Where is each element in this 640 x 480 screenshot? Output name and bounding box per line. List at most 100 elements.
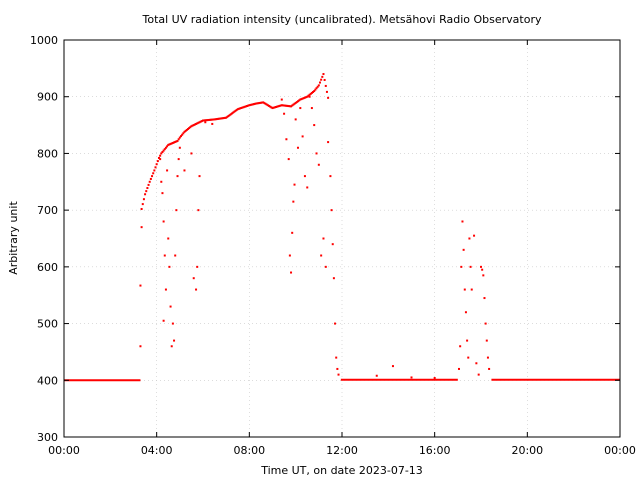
- scatter-point: [464, 311, 467, 314]
- envelope-point: [224, 116, 227, 119]
- envelope-point: [316, 85, 319, 88]
- envelope-point: [157, 156, 160, 159]
- scatter-point: [176, 175, 179, 178]
- scatter-point: [433, 377, 436, 380]
- envelope-point: [292, 103, 295, 106]
- scatter-point: [336, 367, 339, 370]
- envelope-point: [294, 101, 297, 104]
- envelope-point: [241, 106, 244, 109]
- envelope-point: [314, 88, 317, 91]
- envelope-point: [140, 208, 143, 211]
- x-tick-label: 00:00: [48, 444, 80, 457]
- scatter-point: [460, 265, 463, 268]
- envelope-point: [235, 109, 238, 112]
- axis-ticks: 00:00 04:00 08:00 12:00 16:00 20:00 00:0030040…: [30, 34, 636, 457]
- envelope-point: [249, 103, 252, 106]
- x-tick-label: 08:00: [233, 444, 265, 457]
- envelope-point: [272, 106, 275, 109]
- scatter-point: [322, 237, 325, 240]
- scatter-point: [332, 277, 335, 280]
- envelope-point: [300, 98, 303, 101]
- envelope-point: [280, 104, 283, 107]
- scatter-point: [174, 254, 177, 257]
- envelope-point: [306, 95, 309, 98]
- scatter-point: [159, 158, 162, 161]
- grid: [64, 40, 620, 437]
- envelope-point: [179, 135, 182, 138]
- envelope-point: [170, 142, 173, 145]
- envelope-point: [162, 149, 165, 152]
- envelope-point: [268, 104, 271, 107]
- envelope-point: [248, 104, 251, 107]
- envelope-point: [183, 130, 186, 133]
- envelope-point: [192, 124, 195, 127]
- scatter-point: [306, 186, 309, 189]
- scatter-point: [139, 345, 142, 348]
- envelope-point: [204, 119, 207, 122]
- envelope-point: [181, 133, 184, 136]
- scatter-point: [410, 376, 413, 379]
- envelope-point: [164, 146, 167, 149]
- envelope-point: [244, 105, 247, 108]
- scatter-point: [459, 345, 462, 348]
- envelope-point: [206, 119, 209, 122]
- envelope-point: [142, 198, 145, 201]
- envelope-point: [251, 103, 254, 106]
- envelope-point: [230, 112, 233, 115]
- envelope-point: [259, 101, 262, 104]
- data-points: [64, 73, 620, 382]
- envelope-point: [215, 118, 218, 121]
- scatter-point: [330, 209, 333, 212]
- envelope-point: [234, 109, 237, 112]
- envelope-point: [305, 96, 308, 99]
- scatter-point: [192, 277, 195, 280]
- chart-title: Total UV radiation intensity (uncalibrat…: [142, 13, 542, 26]
- y-tick-label: 500: [37, 318, 58, 331]
- envelope-point: [151, 175, 154, 178]
- envelope-point: [252, 103, 255, 106]
- envelope-point: [269, 105, 272, 108]
- scatter-point: [457, 367, 460, 370]
- envelope-point: [237, 107, 240, 110]
- envelope-point: [196, 122, 199, 125]
- envelope-point: [146, 187, 149, 190]
- envelope-point: [191, 124, 194, 127]
- scatter-point: [320, 254, 323, 257]
- envelope-point: [185, 128, 188, 131]
- envelope-point: [163, 148, 166, 151]
- envelope-point: [198, 121, 201, 124]
- y-axis-label: Arbitrary unit: [7, 201, 20, 275]
- scatter-point: [462, 248, 465, 251]
- y-tick-label: 800: [37, 147, 58, 160]
- scatter-point: [204, 121, 207, 124]
- scatter-point: [288, 254, 291, 257]
- envelope-point: [240, 107, 243, 110]
- scatter-point: [167, 237, 170, 240]
- envelope-point: [250, 103, 253, 106]
- envelope-point: [153, 169, 156, 172]
- scatter-point: [313, 124, 316, 127]
- envelope-point: [284, 104, 287, 107]
- envelope-point: [219, 117, 222, 120]
- envelope-point: [222, 117, 225, 120]
- envelope-point: [189, 126, 192, 129]
- scatter-point: [198, 175, 201, 178]
- envelope-point: [225, 116, 228, 119]
- envelope-point: [264, 102, 267, 105]
- envelope-point: [243, 105, 246, 108]
- envelope-point: [229, 113, 232, 116]
- scatter-point: [331, 243, 334, 246]
- envelope-point: [286, 104, 289, 107]
- scatter-point: [197, 209, 200, 212]
- scatter-point: [166, 169, 169, 172]
- scatter-point: [334, 322, 337, 325]
- envelope-point: [205, 119, 208, 122]
- x-tick-label: 04:00: [141, 444, 173, 457]
- envelope-point: [178, 136, 181, 139]
- envelope-point: [317, 84, 320, 87]
- envelope-point: [197, 121, 200, 124]
- x-axis-label: Time UT, on date 2023-07-13: [260, 464, 423, 477]
- envelope-point: [232, 111, 235, 114]
- y-tick-label: 700: [37, 204, 58, 217]
